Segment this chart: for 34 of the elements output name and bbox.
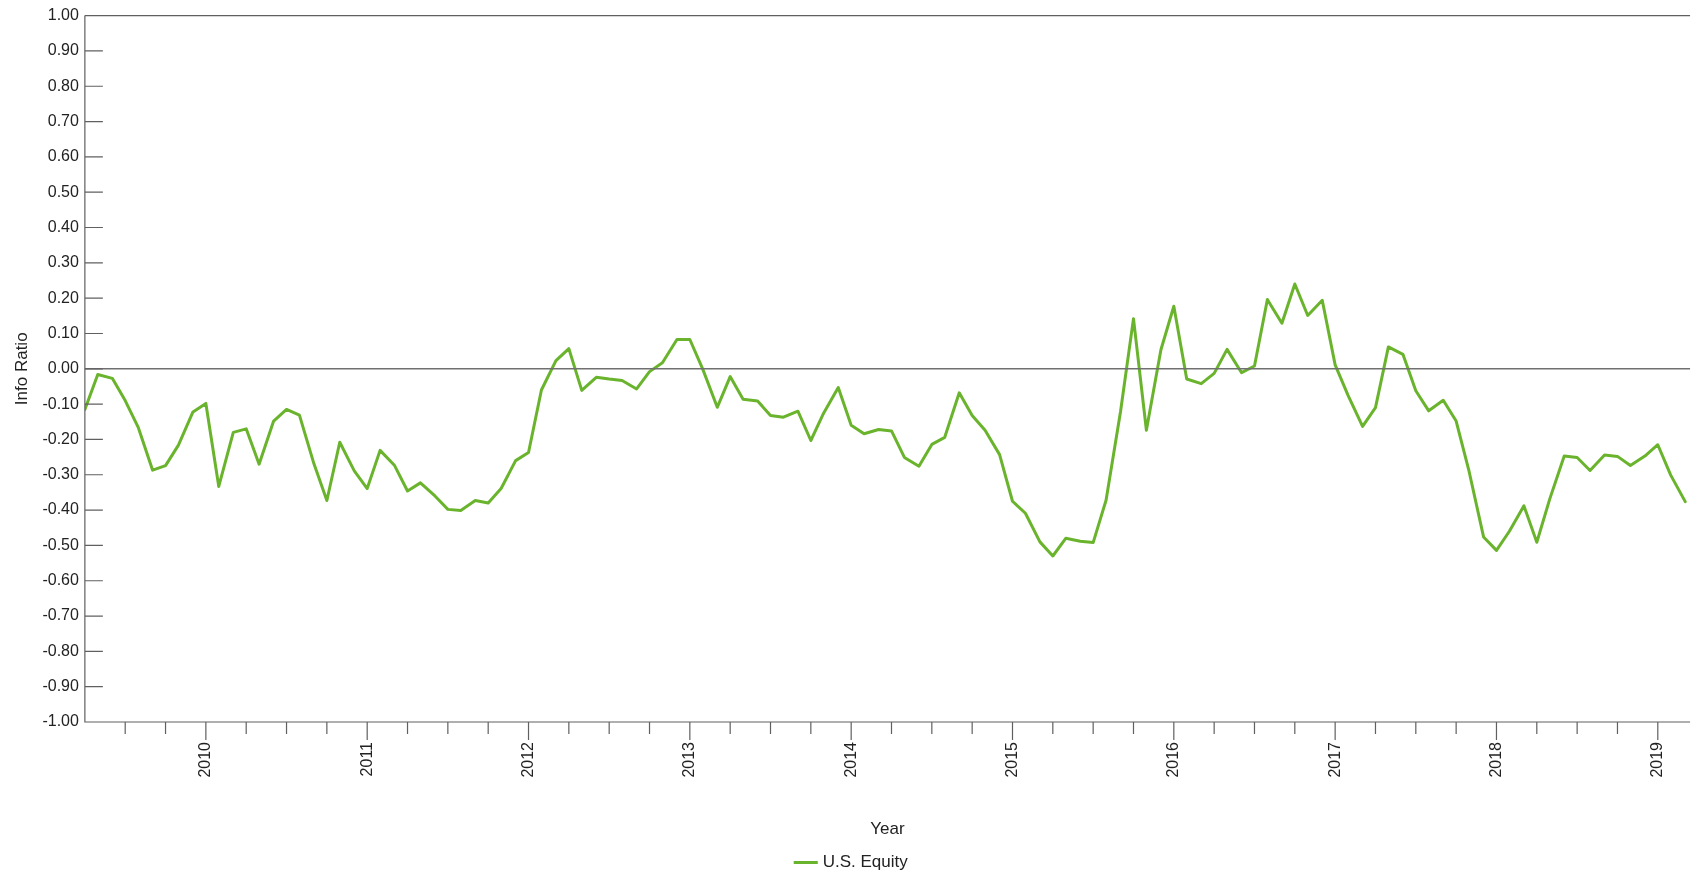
y-tick-label: -0.70 — [42, 606, 79, 624]
x-tick-label: 2018 — [1486, 741, 1504, 778]
y-tick-label: 0.20 — [47, 288, 79, 306]
y-tick-label: 0.10 — [47, 323, 79, 341]
y-tick-label: 0.60 — [47, 147, 79, 165]
y-tick-label: -0.20 — [42, 429, 79, 447]
y-tick-label: 0.80 — [47, 76, 79, 94]
y-tick-label: 0.30 — [47, 253, 79, 271]
x-tick-label: 2014 — [841, 741, 859, 778]
x-tick-label: 2010 — [196, 741, 214, 778]
y-tick-label: -0.60 — [42, 571, 79, 589]
y-tick-label: 0.40 — [47, 217, 79, 235]
x-tick-label: 2016 — [1164, 741, 1182, 778]
y-tick-label: -0.40 — [42, 500, 79, 518]
y-tick-label: 0.00 — [47, 359, 79, 377]
y-tick-label: -1.00 — [42, 712, 79, 730]
y-tick-label: -0.80 — [42, 641, 79, 659]
x-tick-label: 2013 — [680, 741, 698, 778]
x-axis-title: Year — [870, 819, 905, 839]
y-tick-label: -0.30 — [42, 465, 79, 483]
legend-label: U.S. Equity — [822, 852, 909, 872]
y-tick-label: 0.50 — [47, 182, 79, 200]
x-tick-label: 2015 — [1002, 741, 1020, 778]
y-tick-label: -0.90 — [42, 677, 79, 695]
x-tick-label: 2011 — [357, 741, 375, 777]
y-tick-label: -0.10 — [42, 394, 79, 412]
y-tick-label: -0.50 — [42, 535, 79, 553]
y-tick-label: 0.90 — [47, 41, 79, 59]
y-tick-label: 1.00 — [47, 6, 79, 24]
x-tick-label: 2017 — [1325, 741, 1343, 778]
x-tick-label: 2019 — [1648, 741, 1666, 778]
y-tick-label: 0.70 — [47, 111, 79, 129]
y-axis-title: Info Ratio — [11, 332, 31, 406]
x-tick-label: 2012 — [518, 741, 536, 778]
